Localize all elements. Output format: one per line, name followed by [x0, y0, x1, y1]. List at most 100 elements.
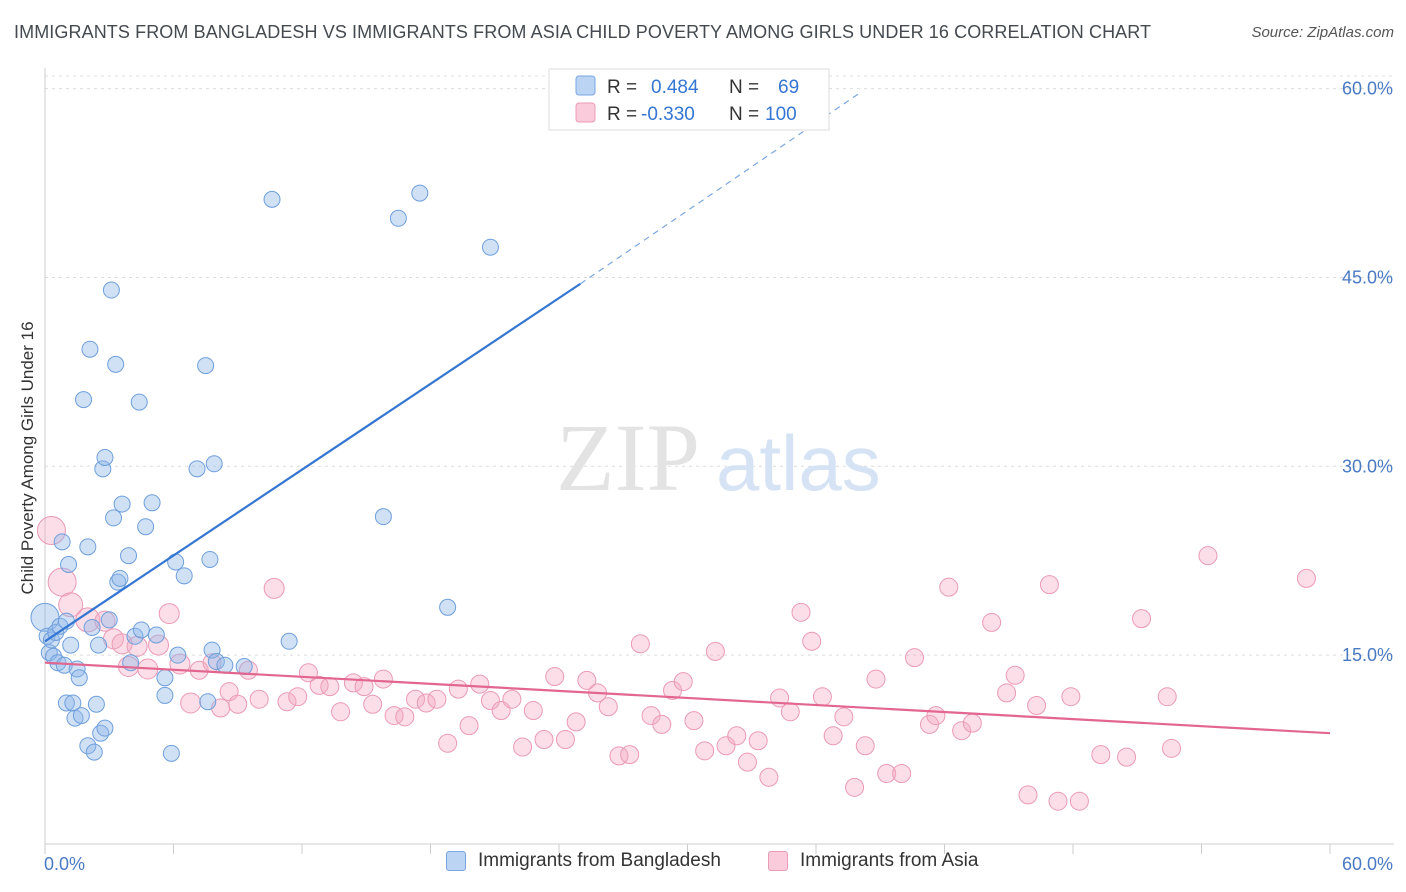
- point-bangladesh-23: [83, 618, 101, 636]
- point-asia-62: [705, 641, 725, 661]
- point-asia-13: [180, 692, 202, 714]
- legend-label-bangladesh: Immigrants from Bangladesh: [478, 850, 721, 871]
- chart-title: IMMIGRANTS FROM BANGLADESH VS IMMIGRANTS…: [14, 22, 1152, 42]
- point-bangladesh-60: [235, 657, 253, 675]
- point-bangladesh-34: [107, 355, 125, 373]
- point-asia-29: [354, 677, 374, 697]
- point-bangladesh-20: [79, 538, 97, 556]
- legend-r-label-2: R =: [607, 104, 637, 125]
- point-asia-27: [331, 702, 351, 722]
- point-asia-98: [1157, 687, 1177, 707]
- legend-box: [548, 68, 830, 131]
- point-asia-52: [598, 697, 618, 717]
- point-asia-93: [1061, 687, 1081, 707]
- point-bangladesh-18: [72, 707, 90, 725]
- source-label: Source: ZipAtlas.com: [1251, 24, 1394, 41]
- point-bangladesh-45: [147, 626, 165, 644]
- point-asia-22: [277, 692, 297, 712]
- point-asia-70: [791, 602, 811, 622]
- legend-label-asia: Immigrants from Asia: [800, 850, 979, 871]
- point-asia-72: [812, 687, 832, 707]
- x-tick-labels: 0.0% 60.0%: [44, 854, 1393, 874]
- y-tick-label-2: 45.0%: [1342, 267, 1393, 287]
- point-asia-82: [926, 706, 946, 726]
- point-asia-41: [480, 690, 500, 710]
- point-bangladesh-64: [389, 209, 407, 227]
- point-asia-1: [47, 567, 77, 597]
- watermark-zip: ZIP: [556, 404, 700, 511]
- point-asia-63: [716, 736, 736, 756]
- point-bangladesh-14: [64, 694, 82, 712]
- point-asia-76: [855, 736, 875, 756]
- point-bangladesh-21: [79, 737, 97, 755]
- correlation-legend: R = 0.484 N = 69 R = -0.330 N = 100: [548, 68, 830, 131]
- point-bangladesh-26: [90, 636, 108, 654]
- point-bangladesh-30: [96, 719, 114, 737]
- point-asia-85: [962, 713, 982, 733]
- point-bangladesh-50: [169, 646, 187, 664]
- legend-n-value-1: 69: [778, 77, 799, 98]
- point-bangladesh-49: [167, 553, 185, 571]
- point-asia-87: [997, 683, 1017, 703]
- trend-line-bangladesh: [44, 282, 582, 643]
- point-bangladesh-33: [105, 509, 123, 527]
- y-tick-labels: 15.0% 30.0% 45.0% 60.0%: [1342, 79, 1393, 666]
- grid-lines: [45, 75, 1394, 656]
- legend-r-label-1: R =: [607, 77, 637, 98]
- point-asia-57: [652, 714, 672, 734]
- point-asia-59: [673, 672, 693, 692]
- point-asia-84: [952, 721, 972, 741]
- point-bangladesh-58: [207, 652, 225, 670]
- point-bangladesh-41: [130, 393, 148, 411]
- point-bangladesh-17: [70, 669, 88, 687]
- point-bangladesh-54: [199, 693, 217, 711]
- point-asia-53: [609, 746, 629, 766]
- point-asia-38: [448, 679, 468, 699]
- point-asia-31: [373, 669, 393, 689]
- point-asia-25: [309, 675, 329, 695]
- x-tick-label-1: 60.0%: [1342, 854, 1393, 874]
- point-asia-99: [1162, 738, 1182, 758]
- point-bangladesh-25: [85, 743, 103, 761]
- point-asia-18: [228, 694, 248, 714]
- legend-n-value-2: 100: [765, 104, 797, 125]
- point-asia-67: [759, 767, 779, 787]
- legend-r-value-2: -0.330: [641, 104, 695, 125]
- point-asia-45: [523, 701, 543, 721]
- point-bangladesh-11: [57, 694, 75, 712]
- point-asia-97: [1132, 609, 1152, 629]
- legend-swatch-bangladesh: [575, 75, 596, 96]
- point-asia-66: [748, 731, 768, 751]
- point-asia-54: [620, 745, 640, 765]
- point-asia-60: [684, 711, 704, 731]
- point-asia-33: [395, 707, 415, 727]
- point-asia-95: [1091, 745, 1111, 765]
- point-asia-80: [905, 648, 925, 668]
- point-asia-90: [1027, 696, 1047, 716]
- trend-line-asia: [44, 661, 1331, 735]
- point-asia-77: [866, 669, 886, 689]
- point-asia-32: [384, 706, 404, 726]
- point-bangladesh-62: [280, 632, 298, 650]
- legend-item-bangladesh[interactable]: Immigrants from Bangladesh: [446, 850, 721, 872]
- point-asia-35: [416, 693, 436, 713]
- point-bangladesh-32: [102, 281, 120, 299]
- point-asia-65: [737, 752, 757, 772]
- point-bangladesh-22: [81, 340, 99, 358]
- point-asia-49: [566, 712, 586, 732]
- point-asia-78: [877, 763, 897, 783]
- point-asia-10: [148, 634, 170, 656]
- point-bangladesh-51: [175, 567, 193, 585]
- legend-swatch-asia: [575, 102, 596, 123]
- point-asia-2: [58, 592, 84, 618]
- point-bangladesh-36: [111, 569, 129, 587]
- point-asia-40: [470, 674, 490, 694]
- point-asia-30: [363, 694, 383, 714]
- point-asia-75: [845, 777, 865, 797]
- point-asia-91: [1039, 575, 1059, 595]
- point-asia-0: [36, 516, 66, 546]
- legend-item-asia[interactable]: Immigrants from Asia: [768, 850, 978, 872]
- y-tick-label-0: 15.0%: [1342, 645, 1393, 665]
- bottom-legend: Immigrants from Bangladesh Immigrants fr…: [0, 850, 1406, 880]
- point-bangladesh-53: [197, 357, 215, 375]
